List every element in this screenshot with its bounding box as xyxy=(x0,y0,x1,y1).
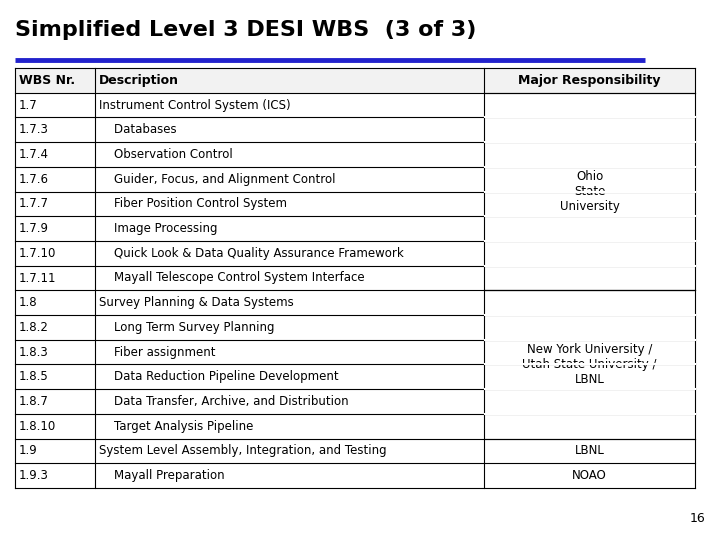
Text: Data Reduction Pipeline Development: Data Reduction Pipeline Development xyxy=(99,370,339,383)
Text: 1.7.11: 1.7.11 xyxy=(19,272,56,285)
Text: 1.8.2: 1.8.2 xyxy=(19,321,49,334)
Bar xyxy=(15,414,695,438)
Bar xyxy=(15,291,695,315)
Bar xyxy=(15,68,695,93)
Bar xyxy=(15,340,695,365)
Bar xyxy=(15,93,695,117)
Bar xyxy=(15,315,695,340)
Text: 1.9.3: 1.9.3 xyxy=(19,469,49,482)
Text: 1.8.10: 1.8.10 xyxy=(19,420,56,433)
Bar xyxy=(15,192,695,216)
Text: 1.9: 1.9 xyxy=(19,444,37,457)
Text: Fiber Position Control System: Fiber Position Control System xyxy=(99,198,287,211)
Text: Guider, Focus, and Alignment Control: Guider, Focus, and Alignment Control xyxy=(99,173,336,186)
Text: System Level Assembly, Integration, and Testing: System Level Assembly, Integration, and … xyxy=(99,444,387,457)
Bar xyxy=(15,364,695,389)
Bar xyxy=(15,117,695,142)
Text: 1.7.4: 1.7.4 xyxy=(19,148,49,161)
Text: Survey Planning & Data Systems: Survey Planning & Data Systems xyxy=(99,296,294,309)
Text: Mayall Preparation: Mayall Preparation xyxy=(99,469,225,482)
Bar xyxy=(15,266,695,291)
Text: 1.7.10: 1.7.10 xyxy=(19,247,56,260)
Text: Target Analysis Pipeline: Target Analysis Pipeline xyxy=(99,420,253,433)
Text: 1.7.9: 1.7.9 xyxy=(19,222,49,235)
Text: NOAO: NOAO xyxy=(572,469,607,482)
Text: 1.7.7: 1.7.7 xyxy=(19,198,49,211)
Text: 1.8.3: 1.8.3 xyxy=(19,346,49,359)
Text: 1.7.6: 1.7.6 xyxy=(19,173,49,186)
Text: Image Processing: Image Processing xyxy=(99,222,217,235)
Bar xyxy=(15,216,695,241)
Text: 16: 16 xyxy=(689,511,705,524)
Bar xyxy=(15,438,695,463)
Text: Instrument Control System (ICS): Instrument Control System (ICS) xyxy=(99,99,291,112)
Text: 1.7: 1.7 xyxy=(19,99,37,112)
Text: Simplified Level 3 DESI WBS  (3 of 3): Simplified Level 3 DESI WBS (3 of 3) xyxy=(15,20,477,40)
Bar xyxy=(15,463,695,488)
Text: 1.8.5: 1.8.5 xyxy=(19,370,49,383)
Text: 1.7.3: 1.7.3 xyxy=(19,123,49,136)
Bar xyxy=(15,389,695,414)
Text: LBNL: LBNL xyxy=(575,444,605,457)
Bar xyxy=(15,241,695,266)
Text: Fiber assignment: Fiber assignment xyxy=(99,346,216,359)
Text: 1.8.7: 1.8.7 xyxy=(19,395,49,408)
Text: Long Term Survey Planning: Long Term Survey Planning xyxy=(99,321,275,334)
Text: 1.8: 1.8 xyxy=(19,296,37,309)
Text: Quick Look & Data Quality Assurance Framework: Quick Look & Data Quality Assurance Fram… xyxy=(99,247,404,260)
Text: Ohio
State
University: Ohio State University xyxy=(559,170,619,213)
Text: Observation Control: Observation Control xyxy=(99,148,233,161)
Text: New York University /
Utah State University /
LBNL: New York University / Utah State Univers… xyxy=(522,343,657,386)
Text: Description: Description xyxy=(99,74,179,87)
Text: Data Transfer, Archive, and Distribution: Data Transfer, Archive, and Distribution xyxy=(99,395,349,408)
Text: Databases: Databases xyxy=(99,123,177,136)
Bar xyxy=(15,142,695,167)
Text: Mayall Telescope Control System Interface: Mayall Telescope Control System Interfac… xyxy=(99,272,365,285)
Bar xyxy=(15,167,695,192)
Text: WBS Nr.: WBS Nr. xyxy=(19,74,75,87)
Text: Major Responsibility: Major Responsibility xyxy=(518,74,661,87)
